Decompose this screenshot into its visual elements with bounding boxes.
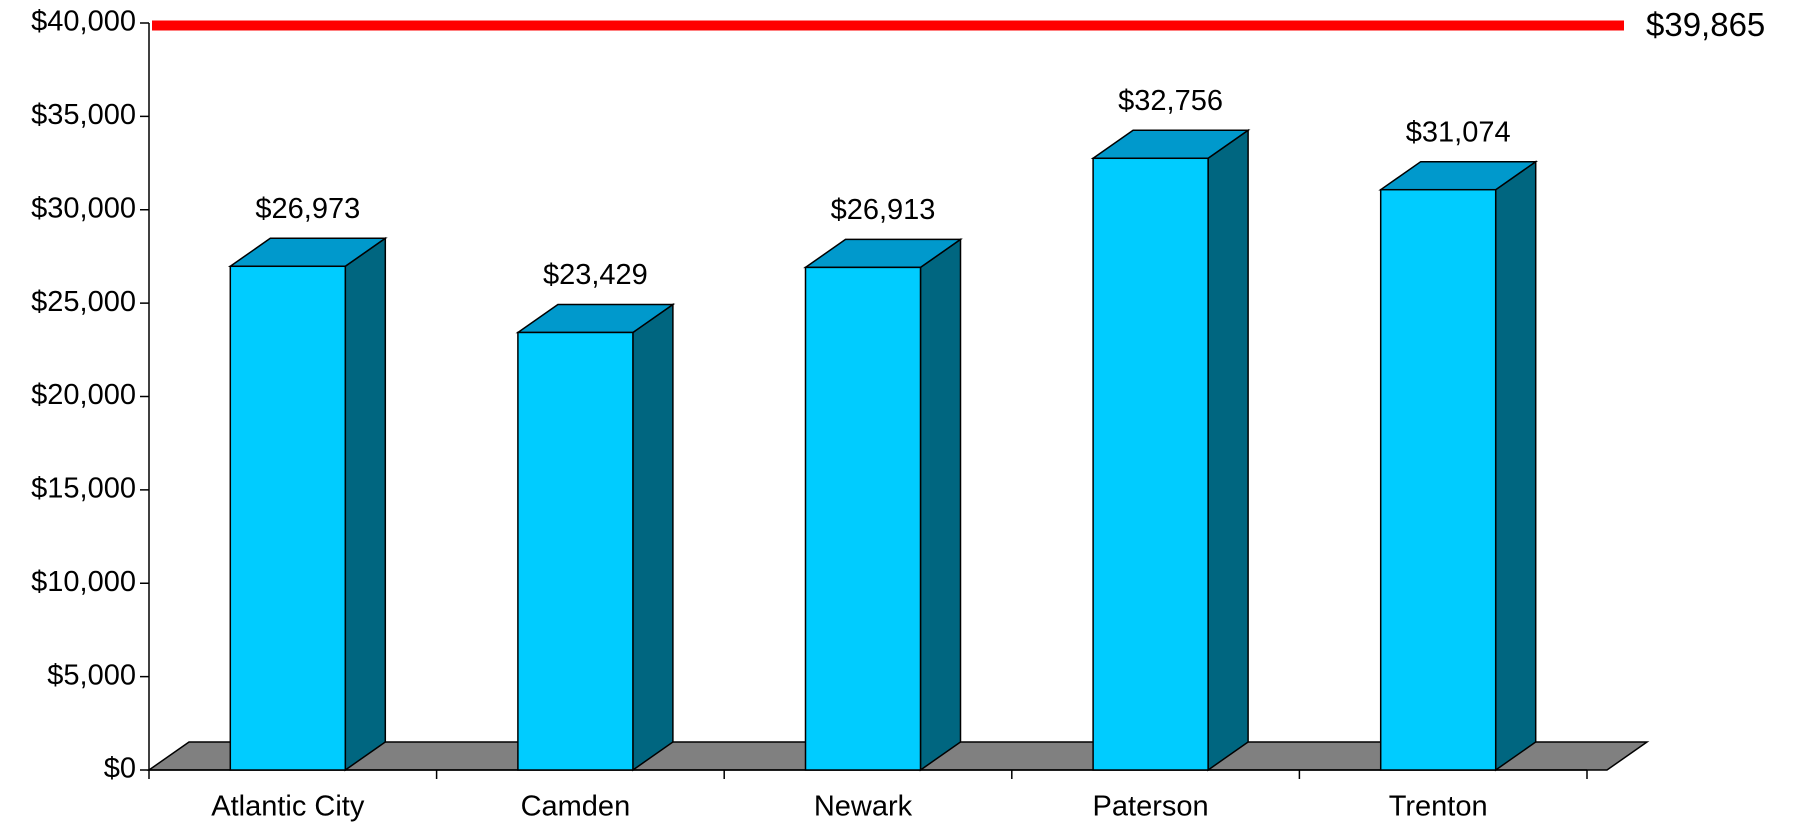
bar-side [919, 237, 962, 772]
data-label: $26,973 [255, 193, 360, 225]
bar-side [344, 236, 387, 772]
y-tick-label: $30,000 [31, 192, 136, 224]
bar [517, 331, 634, 771]
data-label: $31,074 [1406, 116, 1511, 148]
x-tick-label: Newark [814, 791, 913, 823]
x-tick-label: Paterson [1093, 791, 1209, 823]
bar [1379, 188, 1497, 771]
reference-label: $39,865 [1646, 6, 1765, 43]
x-tick-label: Camden [521, 791, 631, 823]
y-tick-label: $5,000 [47, 659, 136, 691]
y-tick-label: $35,000 [31, 99, 136, 131]
x-tick-label: Trenton [1389, 791, 1488, 823]
y-tick-label: $20,000 [31, 379, 136, 411]
y-tick-label: $10,000 [31, 566, 136, 598]
bar-side [1494, 160, 1537, 772]
y-tick-label: $15,000 [31, 473, 136, 505]
bar-side [1207, 128, 1249, 772]
bar [1092, 157, 1209, 771]
x-tick-label: Atlantic City [211, 791, 365, 823]
y-tick-label: $25,000 [31, 286, 136, 318]
bar-side [632, 303, 674, 772]
data-label: $26,913 [831, 194, 936, 226]
bar [804, 266, 922, 771]
data-label: $32,756 [1118, 85, 1223, 117]
y-tick-label: $0 [104, 753, 136, 785]
bar [229, 265, 347, 771]
y-tick-label: $40,000 [31, 6, 136, 38]
data-label: $23,429 [543, 259, 648, 291]
